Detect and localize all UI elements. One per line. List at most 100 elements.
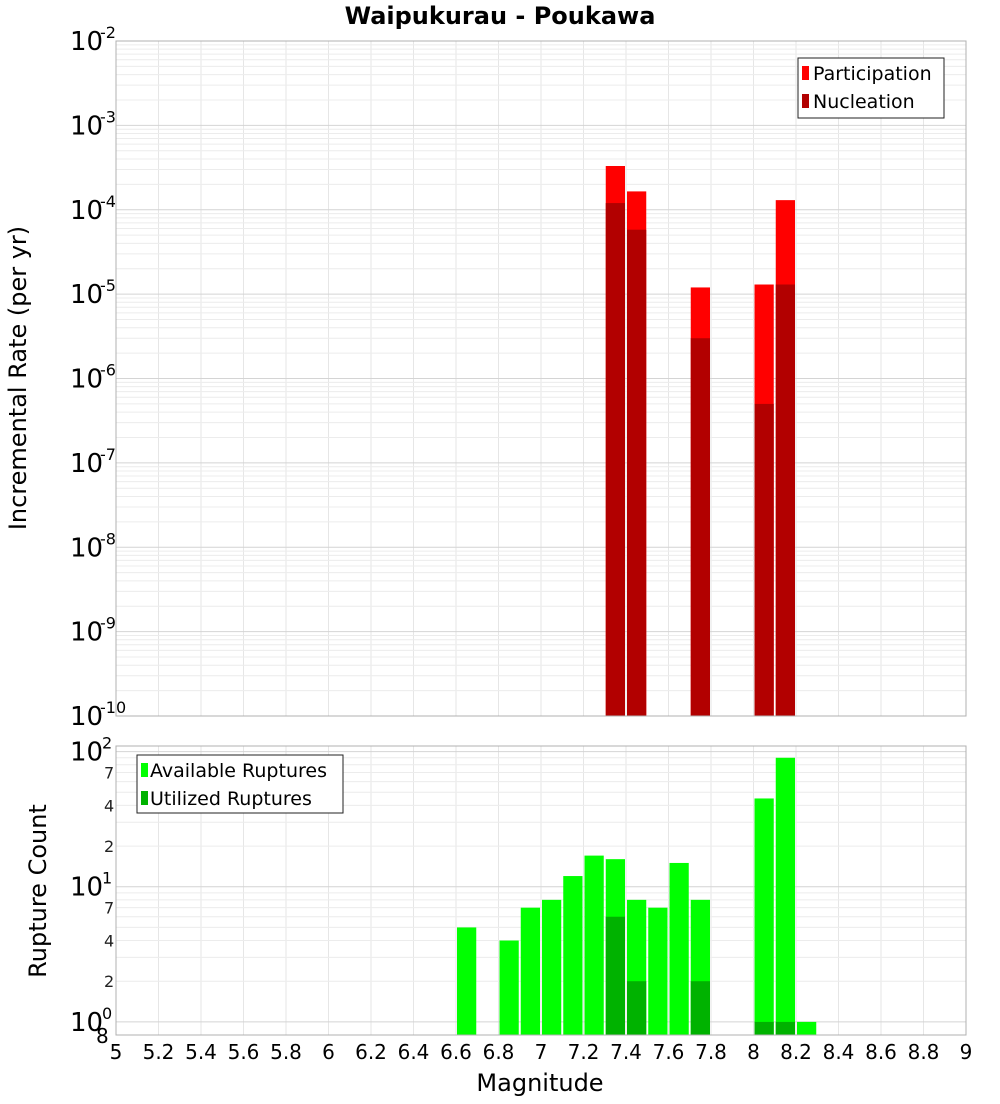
top-y-tick-label: 10-6 xyxy=(70,361,116,395)
top-y-tick-base: 10 xyxy=(70,196,103,226)
x-tick-label: 8.8 xyxy=(908,1040,940,1064)
bottom-y-minor-tick-label: 7 xyxy=(104,899,114,918)
x-axis-title: Magnitude xyxy=(476,1069,603,1097)
x-tick-label: 6.2 xyxy=(355,1040,387,1064)
bottom-bar-available-ruptures-7.15 xyxy=(563,876,583,1035)
x-tick-label: 5.4 xyxy=(185,1040,217,1064)
bottom-bar-available-ruptures-6.65 xyxy=(457,927,477,1035)
legend-label-nucleation: Nucleation xyxy=(813,91,915,113)
x-tick-label: 6.6 xyxy=(440,1040,472,1064)
x-tick-label: 5.8 xyxy=(270,1040,302,1064)
legend-label-utilized: Utilized Ruptures xyxy=(150,788,312,810)
top-y-tick-exp: -5 xyxy=(100,276,116,295)
bottom-bar-utilized-ruptures-8.15 xyxy=(775,1021,795,1035)
top-y-tick-exp: -10 xyxy=(100,698,126,717)
top-y-tick-exp: -7 xyxy=(100,445,116,464)
bottom-plot-frame xyxy=(115,745,967,1036)
x-tick-label: 5 xyxy=(110,1040,123,1064)
x-tick-label: 5.6 xyxy=(228,1040,260,1064)
bottom-y-tick-base: 10 xyxy=(70,1008,103,1038)
top-y-tick-exp: -2 xyxy=(100,23,116,42)
bottom-y-major-tick-label: 102 xyxy=(70,734,112,768)
x-tick-label: 8.6 xyxy=(865,1040,897,1064)
top-bar-nucleation-7.35 xyxy=(605,203,625,716)
bottom-bar-available-ruptures-7.25 xyxy=(584,855,604,1035)
bottom-bar-utilized-ruptures-7.35 xyxy=(605,916,625,1035)
x-tick-label: 6.8 xyxy=(483,1040,515,1064)
top-y-tick-exp: -8 xyxy=(100,529,116,548)
top-bars xyxy=(605,166,795,717)
x-tick-labels: 5 5.2 5.4 5.6 5.8 6 6.2 6.4 6.6 6.8 7 7.2 7.4 7.6 7.8 8… xyxy=(110,1040,973,1064)
top-y-tick-base: 10 xyxy=(70,618,103,648)
top-y-tick-base: 10 xyxy=(70,280,103,310)
top-y-tick-label: 10-5 xyxy=(70,276,116,310)
top-y-tick-base: 10 xyxy=(70,533,103,563)
legend-swatch-available xyxy=(141,763,148,777)
top-y-tick-label: 10-10 xyxy=(70,698,126,732)
legend-swatch-utilized xyxy=(141,791,148,805)
top-y-tick-exp: -4 xyxy=(100,192,116,211)
bottom-bar-available-ruptures-7.05 xyxy=(542,899,562,1035)
top-y-tick-label: 10-9 xyxy=(70,614,116,648)
top-bar-nucleation-7.45 xyxy=(627,229,647,717)
x-tick-label: 8.2 xyxy=(780,1040,812,1064)
x-tick-label: 6.4 xyxy=(398,1040,430,1064)
bottom-bar-utilized-ruptures-8.05 xyxy=(754,1021,774,1035)
top-y-tick-base: 10 xyxy=(70,449,103,479)
top-y-tick-label: 10-4 xyxy=(70,192,116,226)
top-y-tick-label: 10-2 xyxy=(70,23,116,57)
top-y-tick-base: 10 xyxy=(70,365,103,395)
bottom-y-major-tick-label: 100 xyxy=(70,1004,112,1038)
top-y-axis-title: Incremental Rate (per yr) xyxy=(4,226,32,530)
bottom-bar-available-ruptures-8.15 xyxy=(775,757,795,1035)
bottom-y-tick-exp: 1 xyxy=(102,869,112,888)
legend-swatch-participation xyxy=(802,66,809,80)
bottom-y-minor-tick-label: 8 xyxy=(96,1024,109,1048)
top-legend-box xyxy=(797,57,945,119)
bottom-bar-available-ruptures-8.05 xyxy=(754,798,774,1035)
top-plot-frame xyxy=(115,40,967,717)
x-tick-label: 8.4 xyxy=(823,1040,855,1064)
bottom-legend: Available Ruptures Utilized Ruptures xyxy=(136,754,344,814)
top-y-tick-base: 10 xyxy=(70,702,103,732)
top-bar-nucleation-8.05 xyxy=(754,403,774,716)
bottom-y-minor-tick-label: 4 xyxy=(104,796,114,815)
top-y-tick-labels: 10-210-310-410-510-610-710-810-910-10 xyxy=(70,23,126,732)
bottom-y-minor-tick-label: 2 xyxy=(104,972,114,991)
top-y-tick-base: 10 xyxy=(70,27,103,57)
bottom-bar-available-ruptures-7.55 xyxy=(648,907,668,1035)
top-y-tick-base: 10 xyxy=(70,111,103,141)
legend-label-available: Available Ruptures xyxy=(150,760,327,782)
bottom-legend-box xyxy=(136,754,344,814)
bottom-bar-available-ruptures-6.85 xyxy=(499,940,519,1035)
x-tick-label: 9 xyxy=(960,1040,973,1064)
bottom-y-tick-exp: 2 xyxy=(102,734,112,753)
x-tick-label: 5.2 xyxy=(143,1040,175,1064)
x-tick-label: 7.8 xyxy=(695,1040,727,1064)
top-y-tick-exp: -9 xyxy=(100,614,116,633)
x-tick-label: 7.4 xyxy=(610,1040,642,1064)
top-legend: Participation Nucleation xyxy=(797,57,945,119)
chart-title: Waipukurau - Poukawa xyxy=(345,2,656,30)
bottom-y-tick-base: 10 xyxy=(70,738,103,768)
x-tick-label: 8 xyxy=(747,1040,760,1064)
top-y-tick-label: 10-3 xyxy=(70,107,116,141)
bottom-y-minor-tick-label: 2 xyxy=(104,837,114,856)
top-y-tick-exp: -3 xyxy=(100,107,116,126)
top-y-tick-exp: -6 xyxy=(100,361,116,380)
bottom-y-minor-tick-label: 4 xyxy=(104,932,114,951)
x-tick-label: 7 xyxy=(535,1040,548,1064)
top-bar-nucleation-8.15 xyxy=(775,284,795,716)
x-tick-label: 6 xyxy=(322,1040,335,1064)
bottom-bar-utilized-ruptures-7.75 xyxy=(690,981,710,1035)
x-tick-label: 7.6 xyxy=(653,1040,685,1064)
bottom-bar-available-ruptures-6.95 xyxy=(520,907,540,1035)
bottom-y-tick-base: 10 xyxy=(70,873,103,903)
legend-swatch-nucleation xyxy=(802,94,809,108)
bottom-bars xyxy=(457,757,817,1035)
x-tick-label: 7.2 xyxy=(568,1040,600,1064)
top-grid xyxy=(115,41,967,717)
